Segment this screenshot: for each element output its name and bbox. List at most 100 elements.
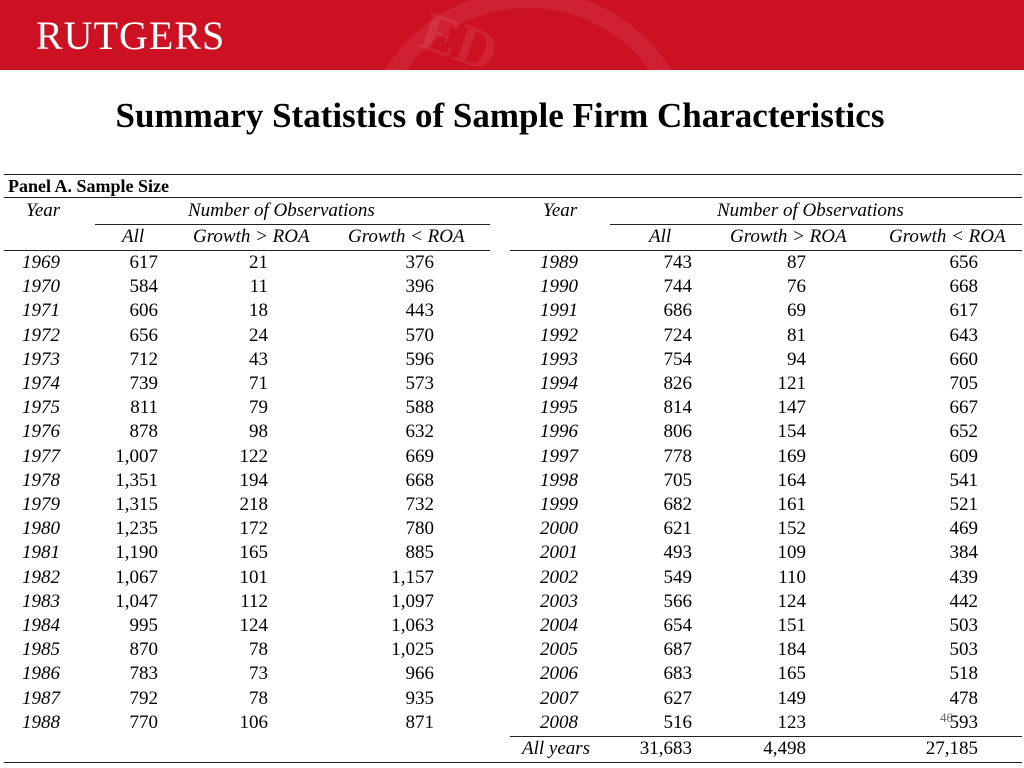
left-cell-all: 811 (130, 397, 158, 419)
table-bottom-rule (4, 762, 1022, 763)
right-cell-all: 686 (663, 300, 693, 322)
right-cell-growth-lt: 503 (949, 615, 979, 636)
left-col-all: All (122, 226, 145, 247)
right-cell-year: 2008 (540, 711, 578, 733)
left-cell-all: 584 (129, 276, 159, 298)
panel-rule (4, 197, 1022, 198)
right-cell-year: 1989 (540, 252, 578, 273)
right-cell-growth-gt: 149 (777, 687, 807, 709)
left-cell-all: 995 (129, 615, 159, 636)
right-cell-all: 806 (663, 421, 693, 443)
left-cell-growth-lt: 376 (405, 252, 435, 273)
left-cell-all: 770 (129, 711, 159, 733)
right-cell-year: 1996 (540, 421, 578, 443)
right-cell-year: 2003 (540, 590, 578, 612)
right-cell-all: 754 (663, 348, 693, 370)
left-cell-growth-gt: 71 (249, 373, 268, 394)
total-label: All years (522, 738, 591, 759)
right-cell-growth-lt: 384 (949, 542, 979, 564)
left-cell-all: 1,351 (115, 469, 158, 491)
left-cell-year: 1980 (22, 518, 60, 540)
left-cell-growth-lt: 596 (405, 348, 435, 370)
rutgers-logo: RUTGERS (36, 13, 226, 58)
left-cell-growth-gt: 98 (249, 421, 268, 443)
left-cell-all: 739 (129, 373, 159, 394)
left-cell-growth-gt: 73 (249, 663, 268, 685)
right-cell-year: 1992 (540, 324, 578, 346)
right-cell-year: 2007 (540, 687, 578, 709)
right-cell-year: 2001 (540, 542, 578, 564)
left-year-header: Year (26, 200, 61, 221)
right-cell-growth-gt: 110 (778, 566, 806, 588)
right-cell-growth-lt: 439 (949, 566, 979, 588)
right-group-rule (610, 224, 1022, 225)
right-cell-growth-gt: 164 (777, 469, 807, 491)
right-cell-year: 2005 (540, 639, 578, 661)
total-growth-gt: 4,498 (763, 738, 806, 759)
left-cell-year: 1984 (22, 615, 60, 636)
left-cell-all: 617 (129, 252, 159, 273)
right-cell-all: 724 (663, 324, 693, 346)
page-number: 46 (940, 710, 953, 725)
right-cell-growth-gt: 81 (787, 324, 806, 346)
left-cell-growth-lt: 780 (405, 518, 435, 540)
left-cell-growth-lt: 732 (405, 494, 435, 515)
right-cell-growth-gt: 169 (777, 445, 807, 467)
left-cell-year: 1976 (22, 421, 60, 443)
right-cell-all: 683 (663, 663, 693, 685)
right-cell-all: 705 (663, 469, 693, 491)
left-cell-growth-gt: 106 (239, 711, 269, 733)
left-cell-all: 783 (129, 663, 159, 685)
right-cell-growth-lt: 643 (949, 324, 979, 346)
left-cell-growth-lt: 668 (405, 469, 435, 491)
left-cell-growth-gt: 122 (239, 445, 269, 467)
left-cell-growth-lt: 871 (405, 711, 435, 733)
left-cell-all: 1,047 (115, 590, 158, 612)
left-cell-year: 1981 (22, 542, 60, 564)
left-cell-growth-gt: 78 (249, 687, 268, 709)
right-cell-growth-lt: 660 (949, 348, 979, 370)
left-col-growth-gt: Growth > ROA (193, 226, 310, 247)
right-cell-growth-gt: 161 (777, 494, 807, 515)
total-growth-lt: 27,185 (925, 738, 978, 759)
left-cell-growth-lt: 396 (405, 276, 435, 298)
left-cell-growth-lt: 1,063 (391, 615, 434, 636)
right-group-header: Number of Observations (717, 200, 904, 221)
left-cell-year: 1987 (22, 687, 60, 709)
right-col-growth-lt: Growth < ROA (889, 226, 1006, 247)
right-cell-year: 1994 (540, 373, 578, 394)
right-cell-growth-lt: 705 (949, 373, 979, 394)
left-cell-all: 1,067 (115, 566, 158, 588)
right-cell-growth-lt: 469 (949, 518, 979, 540)
right-cell-growth-gt: 147 (777, 397, 807, 419)
right-cell-year: 1997 (540, 445, 578, 467)
left-cell-growth-gt: 112 (240, 590, 268, 612)
right-col-all: All (649, 226, 672, 247)
panel-label: Panel A. Sample Size (8, 176, 169, 196)
right-cell-year: 1999 (540, 494, 578, 515)
left-cell-year: 1974 (22, 373, 60, 394)
right-cell-year: 1991 (540, 300, 578, 322)
table-top-rule (4, 174, 1022, 175)
right-cell-year: 2002 (540, 566, 578, 588)
right-cell-growth-gt: 151 (777, 615, 807, 636)
left-cell-year: 1975 (22, 397, 60, 419)
right-cell-growth-lt: 442 (949, 590, 979, 612)
total-rule (510, 736, 1022, 737)
right-header-rule (510, 250, 1022, 251)
left-cell-growth-gt: 165 (239, 542, 269, 564)
right-cell-all: 493 (663, 542, 693, 564)
left-cell-year: 1971 (22, 300, 60, 322)
left-cell-growth-lt: 966 (405, 663, 435, 685)
left-col-growth-lt: Growth < ROA (348, 226, 465, 247)
left-group-rule (95, 224, 490, 225)
right-cell-growth-lt: 609 (949, 445, 979, 467)
left-cell-growth-gt: 172 (239, 518, 269, 540)
right-cell-all: 549 (663, 566, 693, 588)
left-cell-growth-lt: 443 (405, 300, 435, 322)
right-cell-all: 654 (663, 615, 693, 636)
right-cell-growth-gt: 94 (787, 348, 806, 370)
left-cell-year: 1973 (22, 348, 60, 370)
right-cell-all: 627 (663, 687, 693, 709)
left-cell-year: 1969 (22, 252, 60, 273)
